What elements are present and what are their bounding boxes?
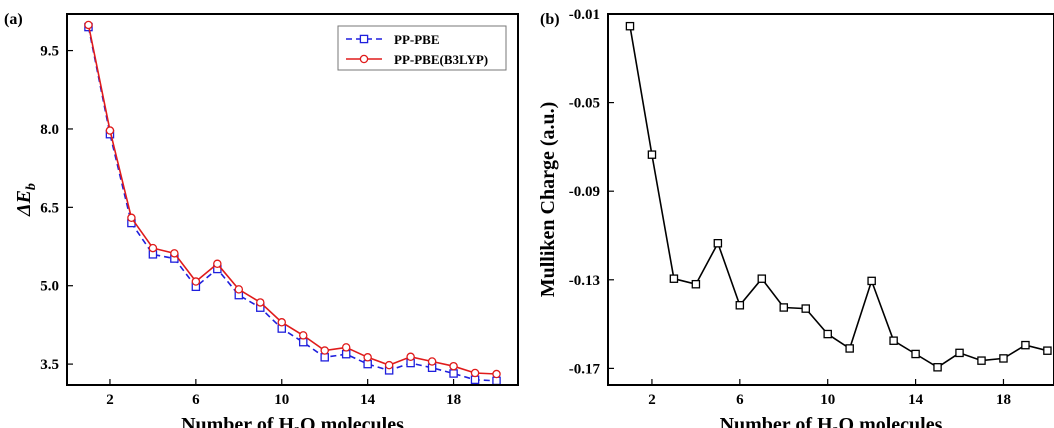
x-tick-label: 14: [908, 392, 924, 408]
y-tick-group: 3.5 5.0 6.5 8.0 9.5: [40, 44, 73, 373]
x-tick-label: 10: [820, 392, 835, 408]
x-axis-label: Number of H₂O molecules: [181, 414, 404, 428]
data-point: [298, 337, 308, 347]
series-1: [84, 20, 501, 379]
y-tick-label: -0.01: [569, 7, 600, 23]
data-point: [911, 349, 920, 359]
y-tick-label: 9.5: [40, 44, 59, 60]
panel-b: 2 6 10 14 18 -0.01 -0.05 -0.09 -0.13 -0.17 Number …: [537, 7, 1054, 428]
x-axis-label: Number of H₂O molecules: [720, 414, 943, 428]
data-point: [406, 352, 415, 362]
data-point: [213, 259, 222, 269]
data-point: [127, 213, 136, 223]
x-tick-label: 18: [996, 392, 1011, 408]
data-point: [148, 243, 158, 253]
data-point: [105, 126, 115, 135]
data-point: [867, 276, 876, 286]
data-point: [691, 279, 701, 289]
data-point: [298, 331, 308, 340]
plot-frame: [66, 13, 519, 386]
x-tick-label: 6: [736, 392, 744, 408]
x-tick-group: 2 6 10 14 18: [648, 379, 1011, 408]
data-point: [470, 375, 480, 385]
data-point: [492, 376, 501, 386]
data-point: [341, 349, 351, 359]
data-point: [801, 304, 810, 313]
data-point: [234, 285, 244, 294]
y-axis-label-subscript: b: [24, 183, 39, 190]
legend-label: PP-PBE: [394, 32, 440, 47]
legend-label: PP-PBE(B3LYP): [394, 52, 488, 67]
series-line: [87, 24, 497, 375]
x-tick-label: 14: [360, 392, 376, 408]
data-point: [955, 348, 964, 358]
data-point: [320, 346, 329, 355]
y-tick-label: -0.13: [569, 273, 600, 289]
x-tick-label: 2: [106, 392, 114, 408]
data-point: [363, 353, 372, 362]
x-tick-group: 2 6 10 14 18: [106, 379, 461, 408]
data-point: [191, 277, 201, 286]
data-point: [647, 150, 657, 159]
data-point: [363, 359, 372, 369]
data-point: [669, 274, 679, 283]
y-tick-group: -0.01 -0.05 -0.09 -0.13 -0.17: [569, 7, 614, 377]
x-tick-label: 6: [192, 392, 200, 408]
legend: PP-PBE PP-PBE(B3LYP): [337, 25, 507, 71]
y-tick-label: 8.0: [40, 122, 59, 138]
x-tick-label: 18: [446, 392, 461, 408]
panel-label: (a): [4, 11, 23, 28]
legend-marker: [359, 54, 369, 64]
data-point: [256, 298, 265, 307]
data-point: [933, 363, 942, 372]
data-point: [757, 274, 767, 283]
y-tick-label: 6.5: [40, 200, 59, 216]
series-line: [629, 26, 1048, 369]
plot-frame: [607, 13, 1054, 386]
data-point: [977, 356, 986, 365]
data-point: [492, 369, 501, 379]
data-point: [823, 329, 832, 339]
y-tick-label: -0.17: [569, 361, 601, 377]
data-point: [170, 249, 179, 258]
data-point: [449, 361, 458, 371]
y-tick-label: -0.05: [569, 96, 600, 112]
series-0: [84, 22, 501, 386]
series-line: [87, 26, 497, 382]
data-point: [889, 336, 898, 345]
data-point: [320, 353, 329, 362]
x-tick-label: 2: [648, 392, 656, 408]
y-tick-label: 5.0: [40, 279, 59, 295]
y-axis-label: ΔEb: [13, 183, 39, 217]
data-point: [735, 301, 745, 310]
y-tick-label: 3.5: [40, 357, 59, 373]
data-point: [1021, 340, 1030, 350]
y-axis-label: Mulliken Charge (a.u.): [537, 102, 559, 298]
data-point: [713, 238, 723, 248]
data-point: [845, 344, 854, 353]
data-point: [84, 20, 93, 30]
data-point: [427, 357, 437, 366]
data-point: [779, 303, 789, 312]
data-point: [449, 369, 458, 378]
x-tick-label: 10: [274, 392, 289, 408]
data-point: [277, 318, 287, 327]
data-point: [1043, 346, 1052, 355]
panel-a: 2 6 10 14 18 3.5 5.0 6.5 8.0 9.5 Number of H₂O mol…: [4, 11, 519, 428]
data-point: [625, 21, 635, 31]
data-point: [341, 343, 351, 352]
y-axis-label-main: ΔE: [13, 190, 35, 217]
data-point: [470, 368, 480, 378]
legend-marker: [359, 34, 369, 44]
data-point: [999, 354, 1008, 363]
data-point: [384, 360, 394, 370]
y-tick-label: -0.09: [569, 184, 600, 200]
panel-label: (b): [540, 11, 560, 28]
series-0: [625, 21, 1052, 372]
